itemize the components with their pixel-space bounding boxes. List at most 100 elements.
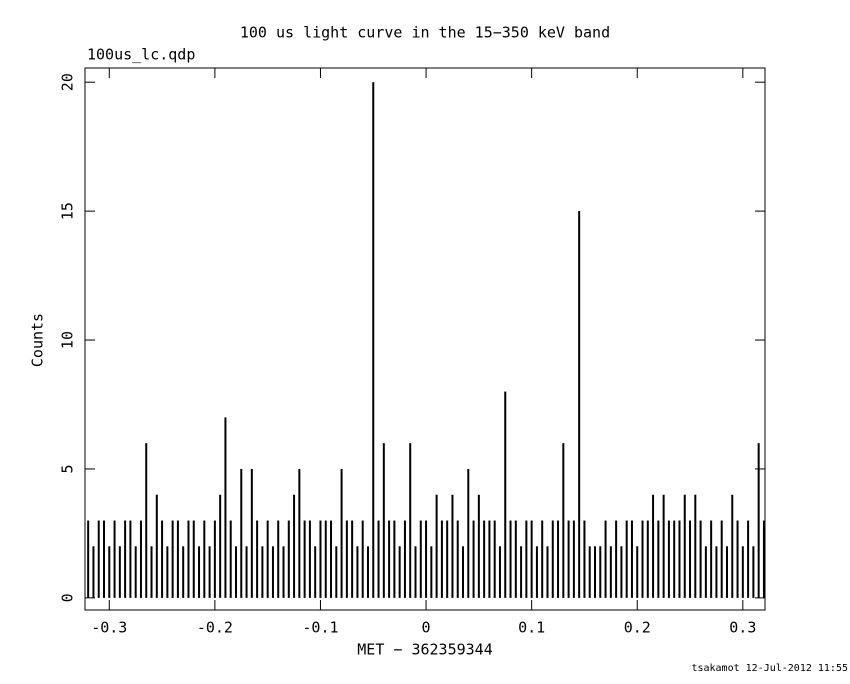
bar [324,520,327,598]
bar [393,520,396,598]
bar [694,494,697,598]
bar [493,520,496,598]
y-tick-label: 20 [59,73,77,91]
bar [530,520,533,598]
x-tick-label: 0.1 [518,619,545,637]
bar [720,520,723,598]
bar [219,494,222,598]
bar [182,546,185,598]
bar [303,520,306,598]
bar [451,494,454,598]
bar [240,468,243,598]
bar [176,520,179,598]
bar [572,520,575,598]
bar [308,520,311,598]
bar [419,520,422,598]
bar [139,520,142,598]
bar [97,520,100,598]
bar [250,468,253,598]
bar [377,520,380,598]
y-tick-label: 5 [59,464,77,473]
bar [198,546,201,598]
bar [498,546,501,598]
bar [224,417,227,598]
bar [683,494,686,598]
bar [715,546,718,598]
bar [477,494,480,598]
bar [203,520,206,598]
x-tick-label: -0.3 [91,619,127,637]
bar [282,546,285,598]
x-axis-label: MET − 362359344 [357,641,492,659]
bar [736,520,739,598]
bar [113,520,116,598]
bar [541,520,544,598]
bar [546,546,549,598]
bar [403,520,406,598]
bar [725,546,728,598]
bar [398,546,401,598]
bar [625,520,628,598]
bar [757,443,760,598]
bar [245,546,248,598]
bar [229,520,232,598]
bar [287,520,290,598]
bar [636,546,639,598]
bar [351,520,354,598]
bar [514,520,517,598]
bar [440,520,443,598]
bar [446,520,449,598]
bar [594,546,596,598]
x-tick-label: 0.3 [729,619,756,637]
bar [747,520,750,598]
bar [567,520,570,598]
bar [314,546,317,598]
bar [562,443,565,598]
y-tick-label: 0 [59,593,77,602]
bar [256,520,259,598]
bar [366,546,369,598]
bar [103,520,106,598]
bar [124,520,127,598]
x-tick-label: 0.2 [624,619,651,637]
bar [108,546,111,598]
bar [741,546,744,598]
bar [271,546,274,598]
bar [87,520,90,598]
bar [388,520,391,598]
bar [129,520,132,598]
bar [319,520,322,598]
bar [509,520,512,598]
bar [535,546,538,598]
bar [588,546,591,598]
bar [372,82,375,598]
bar [462,546,465,598]
bar [699,520,702,598]
bar [430,546,433,598]
bar [646,520,649,598]
bar [409,443,412,598]
bar [689,520,692,598]
bar [92,546,95,598]
bar [277,520,280,598]
bar [134,546,137,598]
bar [662,494,665,598]
bar [150,546,153,598]
bar [425,520,428,598]
bar [599,546,602,598]
bar [435,494,438,598]
bar [557,520,560,598]
plot-frame [84,67,766,611]
footer: tsakamot 12-Jul-2012 11:55 [691,663,848,674]
bar [293,494,296,598]
bar [630,520,633,598]
bar [752,546,755,598]
bar [620,546,623,598]
bar [731,494,734,598]
bar [467,468,470,598]
bar [615,520,618,598]
x-tick-label: 0 [422,619,431,637]
bar [483,520,486,598]
bar [704,546,707,598]
bar [261,546,264,598]
